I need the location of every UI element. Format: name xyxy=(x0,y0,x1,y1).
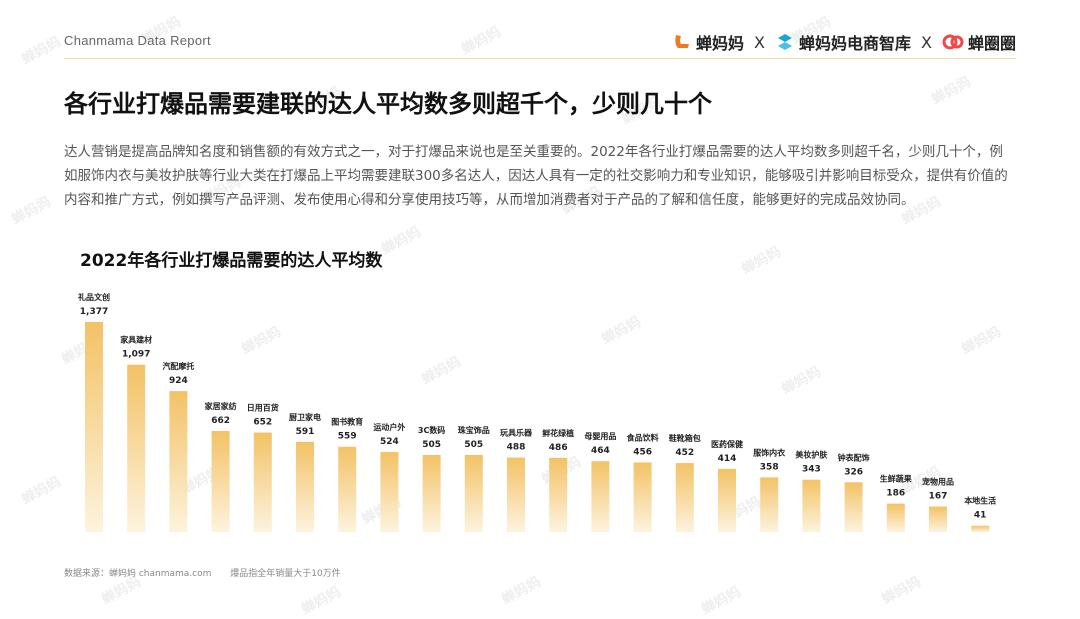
data-label: 167 xyxy=(929,492,948,502)
data-label: 326 xyxy=(844,467,863,477)
category-label: 汽配摩托 xyxy=(162,361,194,371)
category-label: 厨卫家电 xyxy=(289,412,321,422)
category-label: 3C数码 xyxy=(418,425,445,435)
bar xyxy=(844,482,863,532)
header-divider xyxy=(64,58,1016,59)
bar xyxy=(802,479,821,532)
category-label: 宠物用品 xyxy=(922,477,954,487)
data-label: 1,377 xyxy=(80,307,108,317)
category-label: 玩具乐器 xyxy=(500,428,533,438)
bar xyxy=(422,454,441,532)
data-label: 559 xyxy=(338,432,357,442)
bar xyxy=(886,503,905,532)
category-label: 钟表配饰 xyxy=(838,452,870,462)
brand-text: Chanmama Data Report xyxy=(64,33,211,48)
data-label: 456 xyxy=(633,447,652,457)
footer-note: 爆品指全年销量大于10万件 xyxy=(230,569,341,579)
category-label: 图书教育 xyxy=(331,417,363,427)
bar xyxy=(169,391,188,532)
bar xyxy=(633,462,652,532)
bar xyxy=(380,452,399,532)
bar xyxy=(591,461,610,532)
category-label: 母婴用品 xyxy=(584,431,616,441)
description-paragraph: 达人营销是提高品牌知名度和销售额的有效方式之一，对于打爆品来说也是至关重要的。2… xyxy=(64,144,1008,208)
data-label: 41 xyxy=(974,511,987,521)
footer: 数据来源：蝉妈妈 chanmama.com 爆品指全年销量大于10万件 xyxy=(64,566,357,579)
logo-separator: X xyxy=(754,32,765,52)
category-label: 礼品文创 xyxy=(78,292,110,302)
data-label: 524 xyxy=(380,437,399,447)
category-label: 家居家纺 xyxy=(205,401,237,411)
category-label: 生鲜蔬果 xyxy=(880,474,912,484)
category-label: 食品饮料 xyxy=(627,432,659,442)
category-label: 运动户外 xyxy=(373,422,405,432)
zhiku-logo-icon xyxy=(778,34,792,50)
bar xyxy=(929,506,947,532)
data-label: 186 xyxy=(886,489,905,499)
bar xyxy=(760,477,779,532)
bar xyxy=(971,525,990,532)
data-label: 343 xyxy=(802,465,821,475)
bar xyxy=(338,446,357,532)
bar xyxy=(549,457,568,532)
data-label: 662 xyxy=(211,416,230,426)
logo-chanquanquan: 蝉圈圈 xyxy=(942,30,1016,54)
footer-source: 数据来源：蝉妈妈 chanmama.com xyxy=(64,569,212,579)
bar xyxy=(211,431,230,532)
chanquanquan-logo-icon xyxy=(942,34,964,50)
partner-logos: 蝉妈妈 X 蝉妈妈电商智库 X 蝉圈圈 xyxy=(672,30,1016,54)
category-label: 鞋靴箱包 xyxy=(669,433,701,443)
logo-chanmama-text: 蝉妈妈 xyxy=(696,34,745,53)
logo-chanquanquan-text: 蝉圈圈 xyxy=(967,34,1016,53)
category-label: 日用百货 xyxy=(247,403,279,413)
bar xyxy=(675,463,694,532)
bar xyxy=(127,364,146,532)
data-label: 452 xyxy=(675,448,694,458)
bar xyxy=(296,441,314,532)
bar xyxy=(507,457,525,532)
bar xyxy=(85,322,103,532)
data-label: 591 xyxy=(296,427,315,437)
category-label: 本地生活 xyxy=(963,496,996,506)
chart-title: 2022年各行业打爆品需要的达人平均数 xyxy=(80,251,383,271)
data-label: 486 xyxy=(549,443,568,453)
logo-separator: X xyxy=(921,32,932,52)
category-label: 美妆护肤 xyxy=(795,450,828,460)
logo-zhiku-text: 蝉妈妈电商智库 xyxy=(799,34,912,53)
page-title: 各行业打爆品需要建联的达人平均数多则超千个，少则几十个 xyxy=(64,90,712,118)
bar xyxy=(718,468,736,532)
data-label: 488 xyxy=(507,443,526,453)
data-label: 414 xyxy=(718,454,737,464)
chanmama-logo-icon xyxy=(675,35,690,48)
category-label: 服饰内衣 xyxy=(753,447,785,457)
data-label: 464 xyxy=(591,446,610,456)
category-label: 家具建材 xyxy=(120,335,152,345)
category-label: 医药保健 xyxy=(711,439,743,449)
category-label: 珠宝饰品 xyxy=(458,425,490,435)
data-label: 358 xyxy=(760,462,779,472)
data-label: 505 xyxy=(422,440,441,450)
logo-zhiku: 蝉妈妈电商智库 xyxy=(775,30,911,54)
data-label: 505 xyxy=(464,440,483,450)
bar xyxy=(253,432,272,532)
logo-chanmama: 蝉妈妈 xyxy=(672,30,744,54)
data-label: 652 xyxy=(253,418,272,428)
category-label: 鲜花绿植 xyxy=(542,428,574,438)
data-label: 1,097 xyxy=(122,350,150,360)
data-label: 924 xyxy=(169,376,188,386)
bar xyxy=(464,454,483,532)
